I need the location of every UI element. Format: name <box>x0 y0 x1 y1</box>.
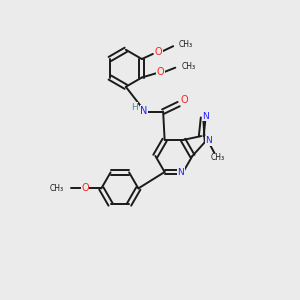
Text: N: N <box>140 106 147 116</box>
Text: CH₃: CH₃ <box>211 153 225 162</box>
Text: N: N <box>202 112 209 121</box>
Text: CH₃: CH₃ <box>50 184 64 193</box>
Text: N: N <box>177 167 184 176</box>
Text: H: H <box>131 103 137 112</box>
Text: O: O <box>81 183 89 194</box>
Text: N: N <box>205 136 212 145</box>
Text: O: O <box>180 94 188 105</box>
Text: O: O <box>154 46 162 56</box>
Text: CH₃: CH₃ <box>178 40 193 50</box>
Text: O: O <box>157 67 164 77</box>
Text: CH₃: CH₃ <box>182 62 196 71</box>
